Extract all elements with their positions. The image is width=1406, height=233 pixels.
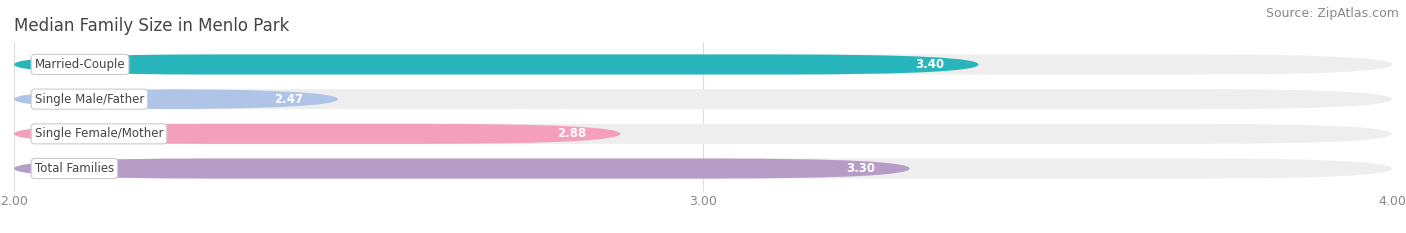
FancyBboxPatch shape: [14, 55, 1392, 75]
FancyBboxPatch shape: [14, 158, 910, 178]
Text: Median Family Size in Menlo Park: Median Family Size in Menlo Park: [14, 17, 290, 35]
Text: Single Male/Father: Single Male/Father: [35, 93, 143, 106]
FancyBboxPatch shape: [14, 89, 337, 109]
Text: 2.47: 2.47: [274, 93, 304, 106]
Text: 3.30: 3.30: [846, 162, 876, 175]
Text: 2.88: 2.88: [557, 127, 586, 140]
FancyBboxPatch shape: [14, 55, 979, 75]
Text: Source: ZipAtlas.com: Source: ZipAtlas.com: [1265, 7, 1399, 20]
FancyBboxPatch shape: [14, 124, 1392, 144]
Text: Single Female/Mother: Single Female/Mother: [35, 127, 163, 140]
FancyBboxPatch shape: [14, 89, 1392, 109]
Text: Total Families: Total Families: [35, 162, 114, 175]
FancyBboxPatch shape: [14, 124, 620, 144]
FancyBboxPatch shape: [14, 158, 1392, 178]
Text: Married-Couple: Married-Couple: [35, 58, 125, 71]
Text: 3.40: 3.40: [915, 58, 945, 71]
